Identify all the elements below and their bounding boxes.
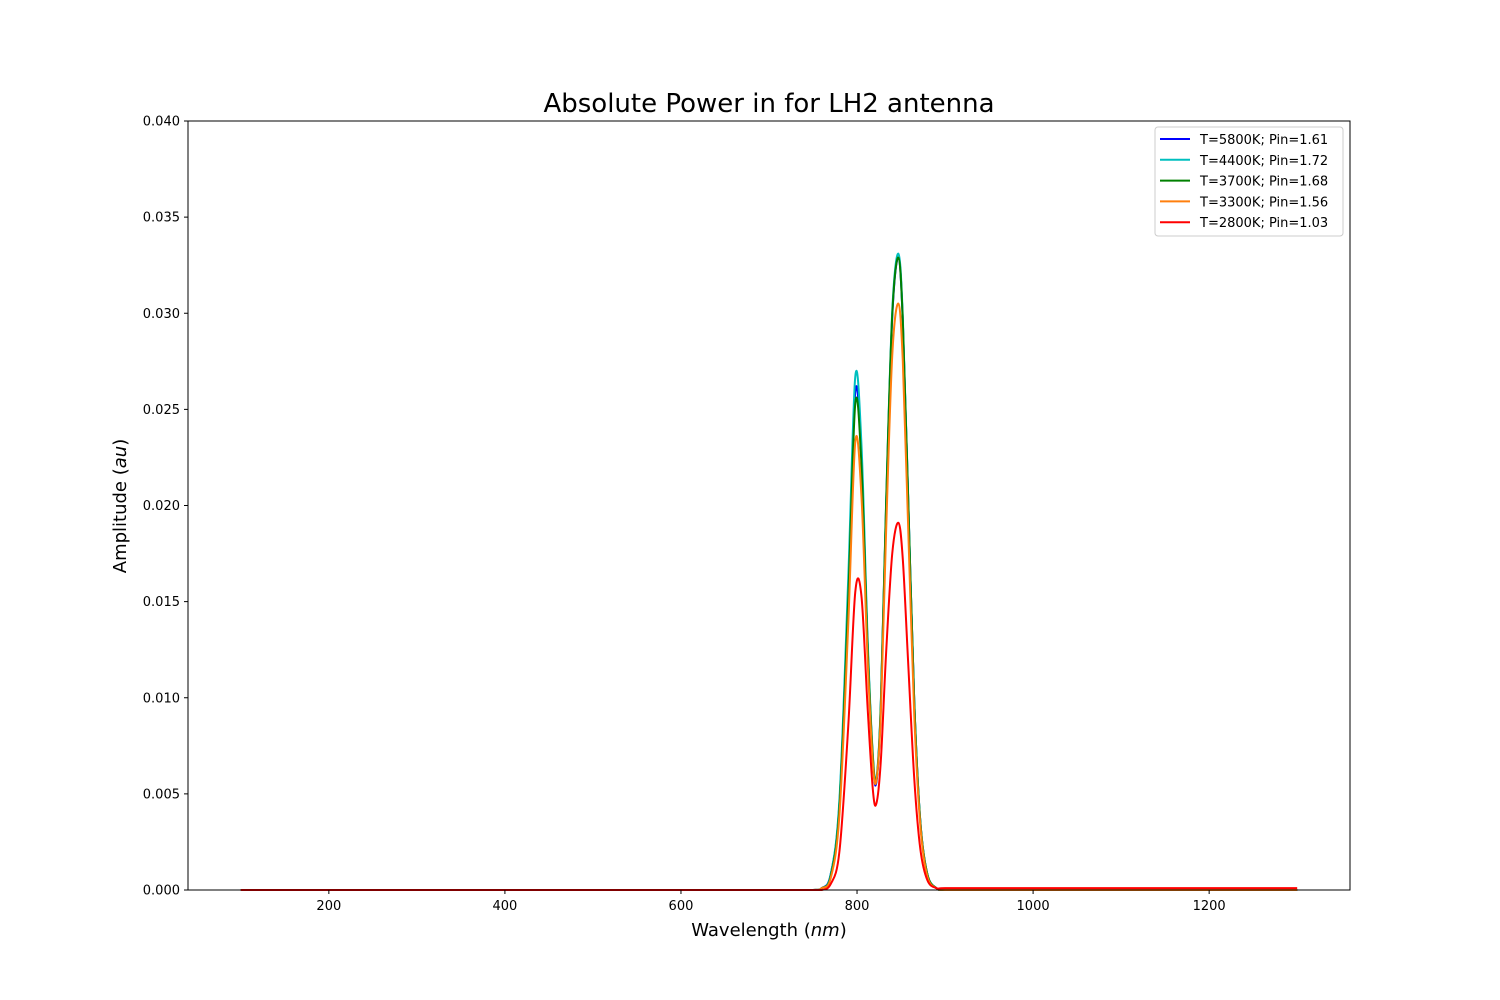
y-tick-label: 0.020 <box>143 499 180 514</box>
x-tick-label: 200 <box>316 899 341 914</box>
legend-label: T=4400K; Pin=1.72 <box>1199 154 1328 169</box>
x-tick-label: 400 <box>492 899 517 914</box>
y-tick-label: 0.035 <box>143 211 180 226</box>
y-tick-label: 0.010 <box>143 691 180 706</box>
legend-label: T=3700K; Pin=1.68 <box>1199 175 1328 190</box>
y-tick-label: 0.005 <box>143 787 180 802</box>
y-tick-label: 0.000 <box>143 884 180 899</box>
chart-title: Absolute Power in for LH2 antenna <box>543 89 994 119</box>
y-tick-label: 0.025 <box>143 403 180 418</box>
y-axis-label-unit: au <box>110 446 131 468</box>
legend: T=5800K; Pin=1.61 T=4400K; Pin=1.72 T=3700… <box>1154 126 1344 237</box>
y-axis-label: Amplitude (au) <box>110 439 131 573</box>
x-tick-label: 600 <box>669 899 694 914</box>
y-tick-label: 0.040 <box>143 115 180 130</box>
x-tick-label: 1200 <box>1193 899 1226 914</box>
legend-box <box>1154 126 1344 237</box>
x-axis-label-text: Wavelength <box>691 920 798 941</box>
y-axis-ticks: 0.000 0.005 0.010 0.015 0.020 0.025 0.030 0.035… <box>143 115 188 899</box>
x-tick-label: 1000 <box>1017 899 1050 914</box>
legend-label: T=5800K; Pin=1.61 <box>1199 133 1328 148</box>
x-axis-label: Wavelength (nm) <box>691 920 847 941</box>
legend-label: T=2800K; Pin=1.03 <box>1199 216 1328 231</box>
x-tick-label: 800 <box>845 899 870 914</box>
y-tick-label: 0.030 <box>143 307 180 322</box>
legend-label: T=3300K; Pin=1.56 <box>1199 195 1328 210</box>
x-axis-ticks: 200 400 600 800 1000 1200 <box>316 890 1226 914</box>
y-axis-label-text: Amplitude <box>110 481 131 573</box>
x-axis-label-unit: nm <box>811 920 840 941</box>
y-tick-label: 0.015 <box>143 595 180 610</box>
